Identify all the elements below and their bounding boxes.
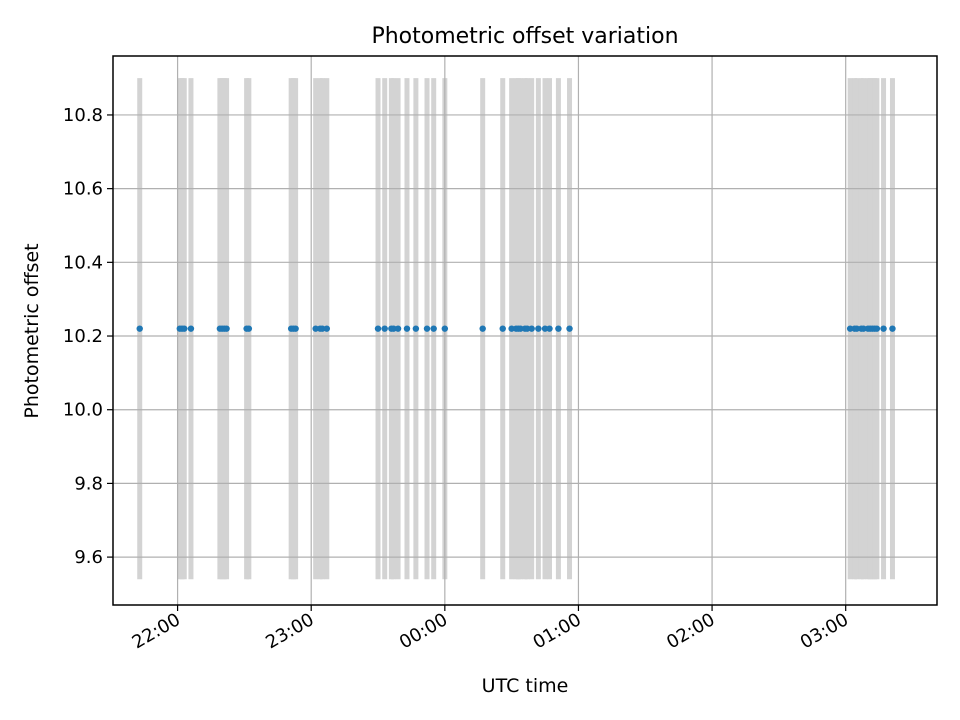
data-point — [245, 325, 253, 332]
data-point — [403, 325, 411, 332]
data-point — [319, 325, 326, 332]
data-point — [499, 325, 506, 332]
data-points — [136, 325, 896, 332]
x-axis-label: UTC time — [482, 675, 569, 697]
data-point — [323, 325, 330, 332]
data-point — [374, 325, 382, 332]
data-point — [566, 325, 573, 332]
data-point — [541, 325, 549, 332]
data-point — [479, 325, 486, 332]
data-point — [535, 325, 542, 332]
data-point — [441, 325, 449, 332]
x-tick-label: 01:00 — [530, 609, 585, 653]
data-point — [412, 325, 420, 332]
x-tick-label: 22:00 — [129, 609, 184, 653]
x-tick-label: 00:00 — [396, 609, 451, 653]
y-axis-label: Photometric offset — [21, 243, 43, 418]
y-tick-label: 9.8 — [74, 473, 103, 494]
y-tick-label: 10.8 — [63, 105, 103, 126]
chart-title: Photometric offset variation — [371, 24, 678, 49]
data-point — [555, 325, 562, 332]
data-point — [853, 325, 861, 332]
data-point — [517, 325, 524, 332]
data-point — [880, 325, 887, 332]
x-axis-ticks: 22:00 23:00 00:00 01:00 02:00 03:00 — [129, 605, 852, 653]
data-point — [394, 325, 402, 332]
data-point — [187, 325, 195, 332]
data-point — [524, 325, 531, 332]
data-point — [430, 325, 437, 332]
y-tick-label: 9.6 — [74, 547, 103, 568]
x-tick-label: 23:00 — [262, 609, 317, 653]
y-tick-label: 10.4 — [63, 252, 103, 273]
data-point — [889, 325, 896, 332]
data-point — [873, 325, 881, 332]
data-point — [181, 325, 188, 332]
data-point — [423, 325, 431, 332]
data-point — [381, 325, 388, 332]
x-tick-label: 02:00 — [663, 609, 718, 653]
grid-lines — [113, 56, 937, 605]
data-point — [390, 325, 397, 332]
y-tick-label: 10.0 — [63, 400, 103, 421]
data-point — [846, 325, 854, 332]
data-point — [528, 325, 535, 332]
data-point — [546, 325, 553, 332]
data-point — [312, 325, 319, 332]
data-point — [223, 325, 230, 332]
data-point — [508, 325, 515, 332]
data-point — [136, 325, 143, 332]
data-point — [292, 325, 299, 332]
plot-frame — [112, 55, 938, 606]
y-axis-ticks: 9.6 9.8 10.0 10.2 10.4 10.6 10.8 — [63, 105, 113, 568]
data-point — [860, 325, 867, 332]
y-tick-label: 10.2 — [63, 326, 103, 347]
y-tick-label: 10.6 — [63, 179, 103, 200]
x-tick-label: 03:00 — [797, 609, 852, 653]
